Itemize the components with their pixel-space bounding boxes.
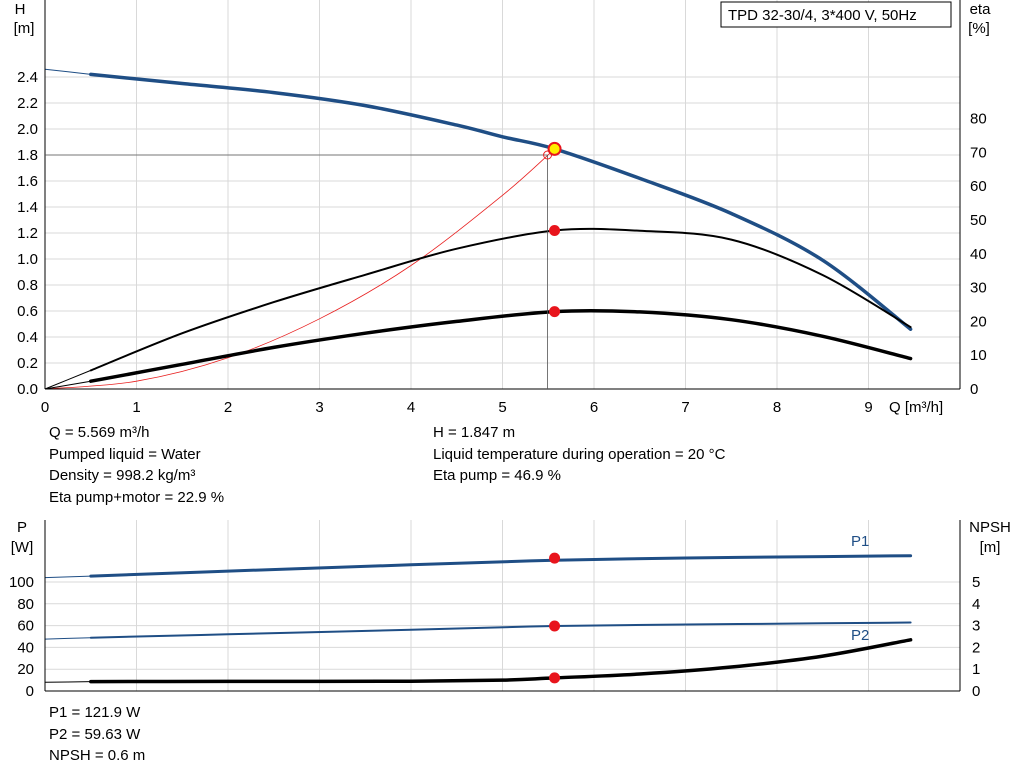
labels-group: 0.0 0.2 0.4 0.6 0.8 1.0 1.2 1.4 1.6 1.8 2.0 2.2 2.4 0… <box>9 1 1011 700</box>
p-tick-label: 20 <box>17 661 34 678</box>
h-tick-label: 1.2 <box>17 225 38 242</box>
top-gridlines <box>45 0 961 389</box>
info-top-left: Q = 5.569 m³/h Pumped liquid = Water Den… <box>49 422 224 508</box>
p1-series-label: P1 <box>851 533 869 550</box>
info-eta-pump: Eta pump = 46.9 % <box>433 467 561 484</box>
q-tick-label: 4 <box>407 399 415 416</box>
p2-series-label: P2 <box>851 627 869 644</box>
h-tick-label: 1.0 <box>17 251 38 268</box>
h-tick-label: 2.0 <box>17 121 38 138</box>
h-tick-label: 2.2 <box>17 95 38 112</box>
npsh-curve-extension <box>44 681 91 683</box>
info-p2: P2 = 59.63 W <box>49 725 141 743</box>
eta-total-curve-line <box>89 308 913 383</box>
h-tick-label: 1.6 <box>17 173 38 190</box>
p-tick-label: 40 <box>17 639 34 656</box>
h-axis-unit: [m] <box>14 20 35 37</box>
bottom-gridlines <box>45 520 961 691</box>
info-p1: P1 = 121.9 W <box>49 704 141 721</box>
npsh-tick-label: 0 <box>972 683 980 700</box>
q-tick-label: 5 <box>498 399 506 416</box>
eta-tick-label: 0 <box>970 381 978 398</box>
eta-pump-curve-line <box>89 227 912 372</box>
p-tick-label: 80 <box>17 596 34 613</box>
npsh-tick-label: 5 <box>972 574 980 591</box>
p-tick-label: 0 <box>26 683 34 700</box>
eta-tick-label: 20 <box>970 313 987 330</box>
eta-pump-curve-extension <box>44 369 91 390</box>
info-eta-total: Eta pump+motor = 22.9 % <box>49 488 225 506</box>
axes-group <box>44 0 961 692</box>
info-liquid: Pumped liquid = Water <box>49 445 201 463</box>
info-density: Density = 998.2 kg/m³ <box>49 467 196 484</box>
op-p1-marker <box>549 552 561 564</box>
eta-tick-label: 40 <box>970 246 987 263</box>
info-h: H = 1.847 m <box>433 424 516 441</box>
p2-curve-line <box>89 621 912 639</box>
bottom-series-group <box>44 554 913 684</box>
q-tick-label: 9 <box>864 399 872 416</box>
eta-axis-title: eta <box>970 1 992 18</box>
h-curve-extension <box>44 68 91 75</box>
p1-curve-extension <box>44 575 91 579</box>
npsh-axis-unit: [m] <box>980 539 1001 556</box>
op-h-marker <box>547 141 562 156</box>
npsh-tick-label: 4 <box>972 596 980 613</box>
eta-tick-label: 50 <box>970 212 987 229</box>
eta-tick-label: 10 <box>970 347 987 364</box>
system-curve-line <box>44 148 555 390</box>
h-axis-title: H <box>15 1 26 18</box>
h-tick-label: 1.8 <box>17 147 38 164</box>
info-npsh: NPSH = 0.6 m <box>49 747 146 764</box>
h-curve-line <box>89 72 913 331</box>
q-tick-label: 1 <box>132 399 140 416</box>
info-temperature: Liquid temperature during operation = 20… <box>433 445 726 463</box>
p-axis-title: P <box>17 519 27 536</box>
npsh-axis-title: NPSH <box>969 519 1011 536</box>
q-tick-label: 7 <box>681 399 689 416</box>
q-tick-label: 6 <box>590 399 598 416</box>
h-tick-label: 1.4 <box>17 199 38 216</box>
q-tick-label: 2 <box>224 399 232 416</box>
eta-tick-label: 30 <box>970 280 987 297</box>
h-tick-label: 0.6 <box>17 303 38 320</box>
npsh-tick-label: 1 <box>972 661 980 678</box>
h-tick-label: 0.4 <box>17 329 38 346</box>
p-tick-label: 60 <box>17 618 34 635</box>
q-tick-label: 3 <box>315 399 323 416</box>
eta-axis-unit: [%] <box>968 20 990 37</box>
p-tick-label: 100 <box>9 574 34 591</box>
h-tick-label: 0.2 <box>17 355 38 372</box>
title-frame <box>720 1 952 28</box>
operating-point-markers <box>45 141 562 684</box>
chart-title: TPD 32-30/4, 3*400 V, 50Hz <box>728 7 917 24</box>
npsh-tick-label: 2 <box>972 639 980 656</box>
op-eta-total-marker <box>549 306 561 318</box>
op-eta-pump-marker <box>549 224 561 236</box>
npsh-curve-line <box>89 638 913 684</box>
info-bottom: P1 = 121.9 W P2 = 59.63 W NPSH = 0.6 m <box>49 702 145 767</box>
h-tick-label: 2.4 <box>17 69 38 86</box>
p2-curve-extension <box>44 637 91 640</box>
p-axis-unit: [W] <box>11 539 34 556</box>
eta-tick-label: 80 <box>970 111 987 128</box>
eta-tick-label: 70 <box>970 144 987 161</box>
top-series-group <box>44 68 913 390</box>
op-npsh-marker <box>549 672 561 684</box>
title-box: TPD 32-30/4, 3*400 V, 50Hz <box>720 1 952 28</box>
h-tick-label: 0.0 <box>17 381 38 398</box>
p1-curve-line <box>89 554 913 578</box>
x-axis-label: Q [m³/h] <box>889 399 943 416</box>
q-tick-label: 0 <box>41 399 49 416</box>
op-p2-marker <box>549 620 561 632</box>
info-top-right: H = 1.847 m Liquid temperature during op… <box>433 422 725 487</box>
info-q: Q = 5.569 m³/h <box>49 424 150 441</box>
npsh-tick-label: 3 <box>972 618 980 635</box>
eta-tick-label: 60 <box>970 178 987 195</box>
q-tick-label: 8 <box>773 399 781 416</box>
h-tick-label: 0.8 <box>17 277 38 294</box>
